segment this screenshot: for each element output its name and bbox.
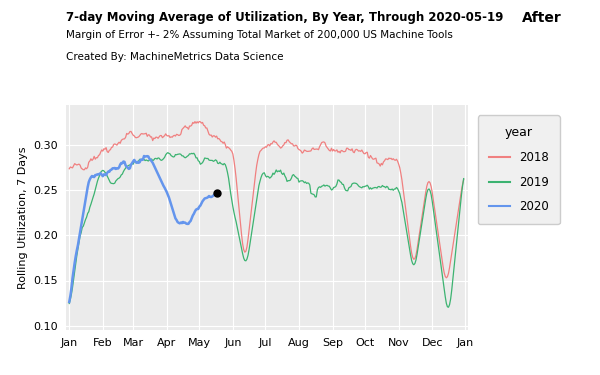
Legend: 2018, 2019, 2020: 2018, 2019, 2020 bbox=[478, 116, 560, 224]
Y-axis label: Rolling Utilization, 7 Days: Rolling Utilization, 7 Days bbox=[18, 146, 28, 289]
Text: After: After bbox=[522, 11, 562, 25]
Text: Created By: MachineMetrics Data Science: Created By: MachineMetrics Data Science bbox=[66, 53, 284, 63]
Text: 7-day Moving Average of Utilization, By Year, Through 2020-05-19: 7-day Moving Average of Utilization, By … bbox=[66, 11, 503, 24]
Text: Margin of Error +- 2% Assuming Total Market of 200,000 US Machine Tools: Margin of Error +- 2% Assuming Total Mar… bbox=[66, 30, 453, 40]
